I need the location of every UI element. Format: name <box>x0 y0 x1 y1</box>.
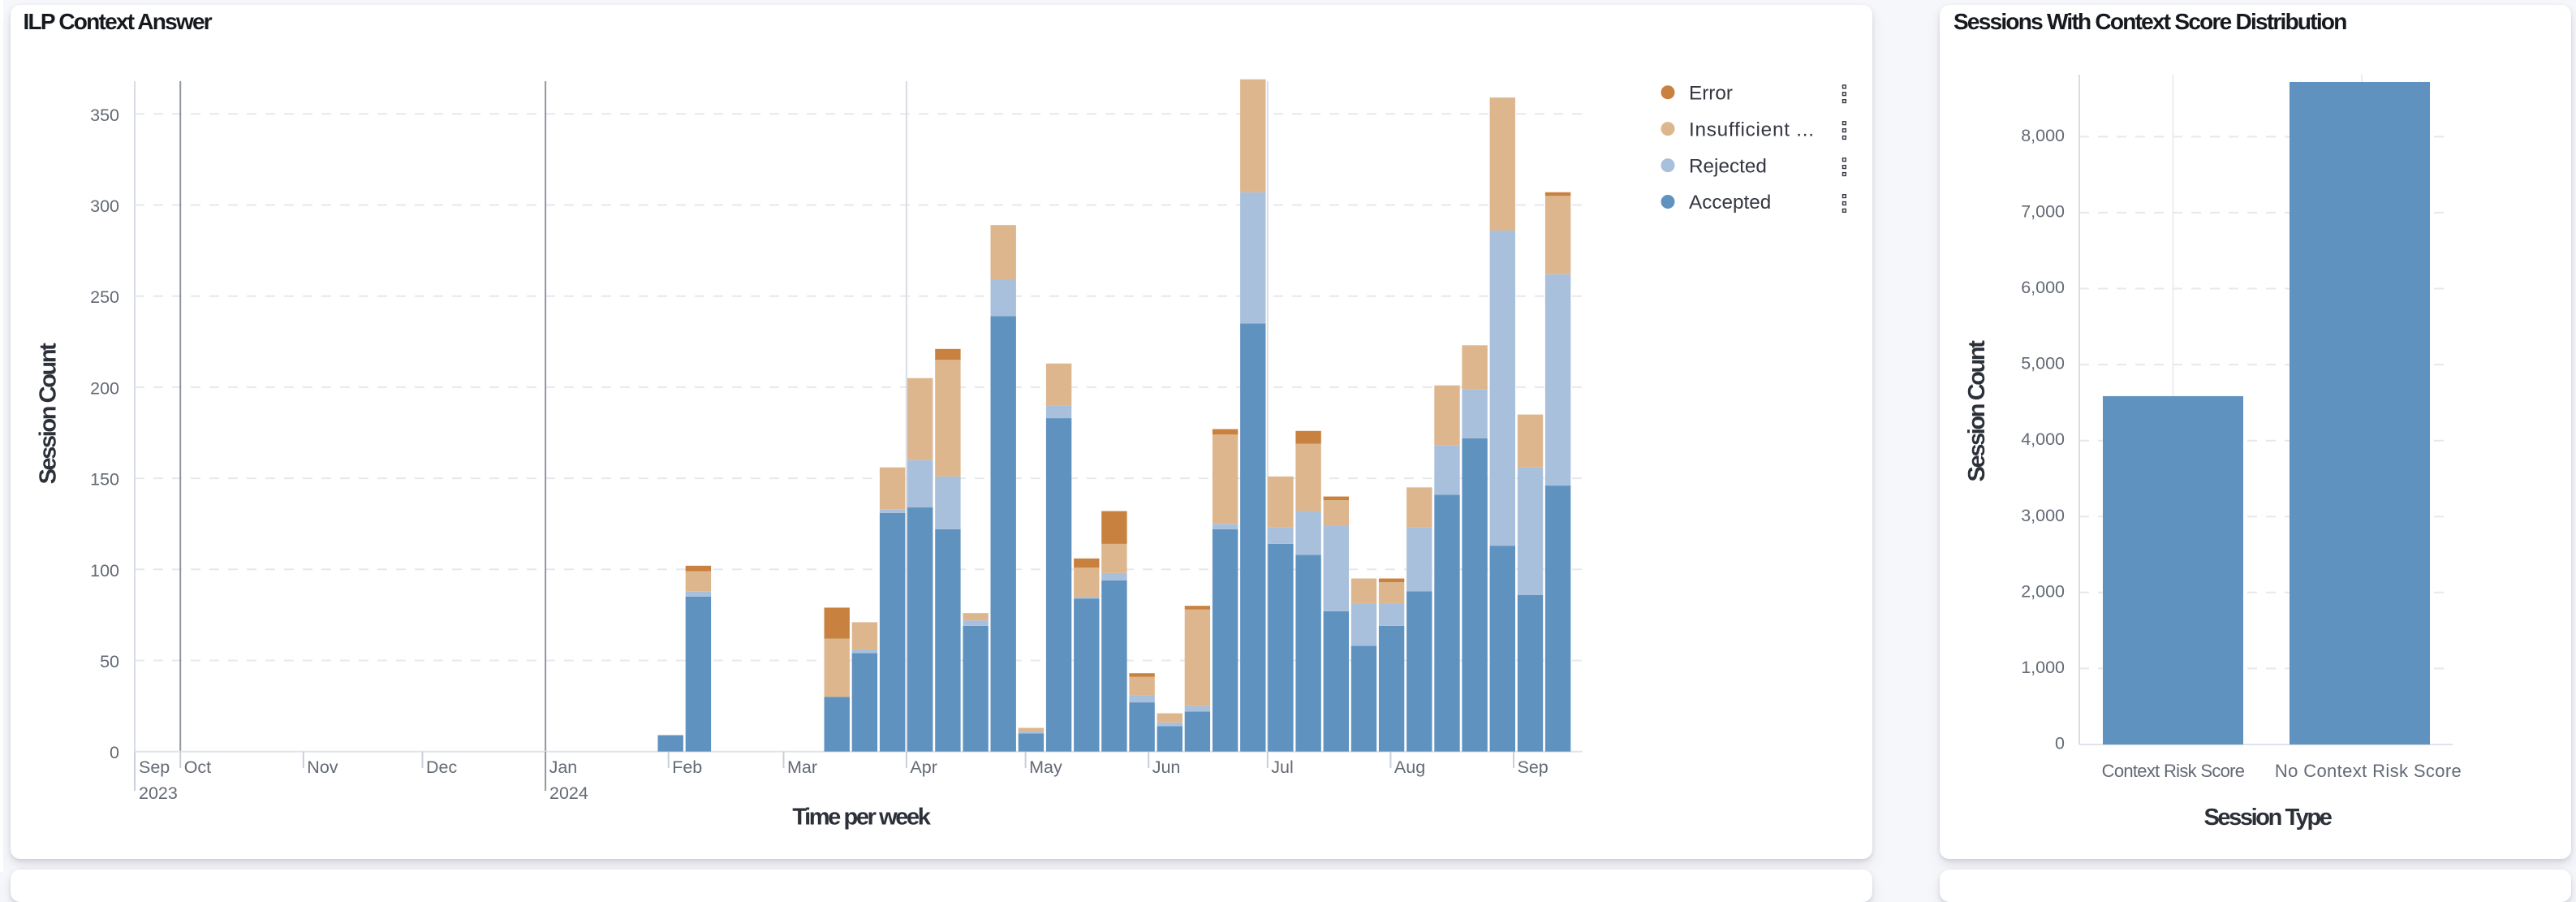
svg-text:3,000: 3,000 <box>2021 506 2065 525</box>
svg-text:Session Count: Session Count <box>1964 340 1990 482</box>
svg-text:2,000: 2,000 <box>2021 581 2065 601</box>
svg-text:Sep: Sep <box>139 757 170 777</box>
svg-text:50: 50 <box>100 652 119 671</box>
svg-text:7,000: 7,000 <box>2021 201 2065 221</box>
svg-text:Sep: Sep <box>1518 757 1549 777</box>
svg-text:Time per week: Time per week <box>792 804 931 830</box>
svg-text:Session Count: Session Count <box>36 343 62 485</box>
svg-text:No Context Risk Score: No Context Risk Score <box>2275 761 2462 781</box>
svg-text:100: 100 <box>90 561 119 580</box>
svg-text:Nov: Nov <box>307 757 338 777</box>
svg-text:Jan: Jan <box>549 757 578 777</box>
svg-text:Insufficient ...: Insufficient ... <box>1689 119 1815 140</box>
svg-text:Context Risk Score: Context Risk Score <box>2102 761 2245 781</box>
svg-text:May: May <box>1029 757 1062 777</box>
svg-text:1,000: 1,000 <box>2021 658 2065 677</box>
svg-text:Aug: Aug <box>1394 757 1425 777</box>
svg-text:5,000: 5,000 <box>2021 354 2065 373</box>
svg-text:2024: 2024 <box>549 783 588 803</box>
svg-text:200: 200 <box>90 378 119 398</box>
svg-text:Rejected: Rejected <box>1689 155 1767 177</box>
svg-text:150: 150 <box>90 470 119 490</box>
svg-text:Oct: Oct <box>184 757 211 777</box>
svg-text:Mar: Mar <box>787 757 817 777</box>
svg-text:Apr: Apr <box>910 757 937 777</box>
svg-text:350: 350 <box>90 106 119 125</box>
svg-text:Jul: Jul <box>1271 757 1293 777</box>
svg-text:Accepted: Accepted <box>1689 192 1771 214</box>
svg-text:0: 0 <box>2055 734 2065 753</box>
svg-text:8,000: 8,000 <box>2021 126 2065 145</box>
svg-text:6,000: 6,000 <box>2021 278 2065 297</box>
svg-text:Dec: Dec <box>426 757 457 777</box>
svg-text:Error: Error <box>1689 82 1733 104</box>
svg-text:Session Type: Session Type <box>2203 805 2332 831</box>
svg-text:0: 0 <box>110 743 119 762</box>
svg-text:2023: 2023 <box>139 783 178 803</box>
svg-text:300: 300 <box>90 196 119 216</box>
svg-text:250: 250 <box>90 287 119 307</box>
svg-text:Feb: Feb <box>672 757 702 777</box>
svg-text:4,000: 4,000 <box>2021 429 2065 449</box>
svg-text:Jun: Jun <box>1152 757 1181 777</box>
